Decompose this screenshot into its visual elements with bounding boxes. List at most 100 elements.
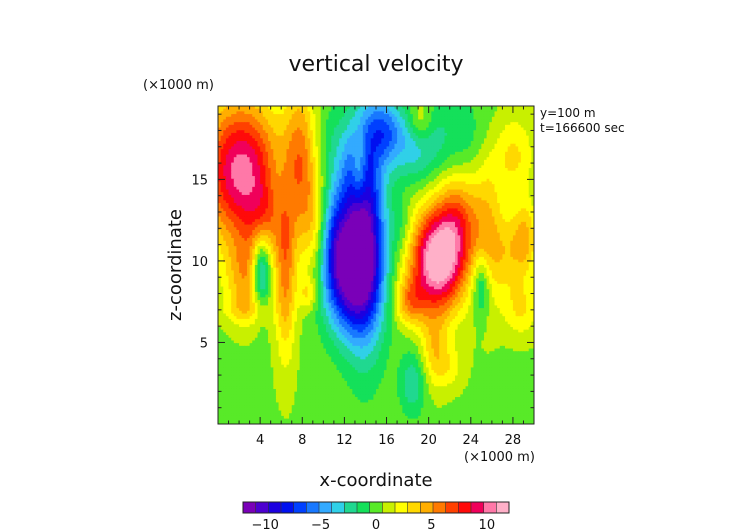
heatmap-cell — [231, 200, 235, 204]
heatmap-cell — [452, 189, 456, 193]
heatmap-cell — [486, 106, 490, 110]
heatmap-cell — [246, 197, 251, 201]
heatmap-cell — [347, 165, 351, 169]
heatmap-cell — [325, 216, 330, 220]
heatmap-cell — [523, 108, 527, 112]
heatmap-cell — [252, 186, 256, 191]
heatmap-cell — [452, 211, 456, 215]
heatmap-cell — [494, 178, 498, 183]
heatmap-cell — [365, 138, 369, 142]
heatmap-cell — [302, 149, 306, 153]
heatmap-cell — [333, 186, 338, 191]
heatmap-cell — [370, 194, 374, 199]
heatmap-cell — [302, 186, 306, 191]
heatmap-cell — [370, 138, 374, 142]
heatmap-cell — [473, 200, 477, 204]
heatmap-cell — [336, 162, 340, 166]
heatmap-cell — [415, 192, 419, 196]
heatmap-cell — [407, 138, 411, 142]
heatmap-cell — [281, 181, 285, 185]
heatmap-cell — [423, 130, 427, 134]
heatmap-cell — [462, 162, 467, 166]
heatmap-cell — [497, 192, 501, 196]
heatmap-cell — [262, 200, 266, 204]
heatmap-cell — [278, 189, 282, 193]
heatmap-cell — [483, 184, 488, 188]
heatmap-cell — [523, 200, 527, 204]
heatmap-cell — [257, 135, 261, 139]
heatmap-cell — [510, 203, 514, 207]
heatmap-cell — [260, 167, 264, 172]
heatmap-cell — [510, 186, 514, 191]
heatmap-cell — [376, 167, 380, 172]
heatmap-cell — [465, 170, 469, 174]
heatmap-cell — [225, 135, 230, 139]
heatmap-cell — [439, 149, 443, 153]
heatmap-cell — [289, 205, 293, 209]
heatmap-cell — [499, 154, 503, 158]
heatmap-cell — [299, 167, 303, 172]
heatmap-cell — [502, 162, 506, 166]
heatmap-cell — [486, 116, 490, 121]
heatmap-cell — [457, 205, 461, 209]
heatmap-cell — [223, 119, 227, 123]
heatmap-cell — [476, 127, 480, 131]
heatmap-cell — [336, 170, 340, 174]
heatmap-cell — [273, 130, 277, 134]
heatmap-cell — [373, 159, 377, 164]
heatmap-cell — [462, 141, 467, 145]
heatmap-cell — [273, 216, 277, 220]
heatmap-cell — [502, 157, 506, 161]
heatmap-cell — [328, 111, 332, 115]
heatmap-cell — [352, 106, 356, 110]
heatmap-cell — [312, 146, 317, 150]
heatmap-cell — [294, 138, 298, 142]
heatmap-cell — [299, 173, 303, 177]
heatmap-cell — [465, 132, 469, 137]
heatmap-cell — [286, 127, 290, 131]
heatmap-cell — [344, 205, 348, 209]
heatmap-cell — [336, 165, 340, 169]
heatmap-cell — [418, 211, 422, 215]
heatmap-cell — [505, 189, 509, 193]
heatmap-cell — [299, 154, 303, 158]
heatmap-cell — [220, 141, 224, 145]
heatmap-cell — [268, 157, 272, 161]
heatmap-cell — [347, 149, 351, 153]
heatmap-cell — [312, 122, 317, 126]
heatmap-cell — [349, 208, 353, 212]
heatmap-cell — [265, 149, 269, 153]
heatmap-cell — [526, 143, 530, 148]
heatmap-cell — [325, 151, 330, 156]
heatmap-cell — [404, 135, 409, 139]
heatmap-cell — [304, 141, 309, 145]
heatmap-cell — [512, 119, 517, 123]
heatmap-cell — [339, 159, 343, 164]
heatmap-cell — [360, 208, 364, 212]
heatmap-cell — [289, 192, 293, 196]
heatmap-cell — [510, 162, 514, 166]
heatmap-cell — [228, 178, 232, 183]
heatmap-cell — [218, 159, 222, 164]
heatmap-cell — [391, 132, 396, 137]
heatmap-cell — [275, 186, 280, 191]
heatmap-cell — [439, 151, 443, 156]
heatmap-cell — [246, 146, 251, 150]
heatmap-cell — [310, 108, 314, 112]
heatmap-cell — [349, 159, 353, 164]
heatmap-cell — [386, 208, 390, 212]
heatmap-cell — [344, 208, 348, 212]
heatmap-cell — [362, 189, 367, 193]
heatmap-cell — [510, 189, 514, 193]
heatmap-cell — [462, 108, 467, 112]
heatmap-cell — [328, 192, 332, 196]
heatmap-cell — [407, 173, 411, 177]
heatmap-cell — [497, 151, 501, 156]
heatmap-cell — [252, 108, 256, 112]
heatmap-cell — [294, 208, 298, 212]
heatmap-cell — [225, 130, 230, 134]
heatmap-cell — [518, 116, 522, 121]
heatmap-cell — [362, 211, 367, 215]
heatmap-cell — [299, 106, 303, 110]
heatmap-cell — [325, 181, 330, 185]
